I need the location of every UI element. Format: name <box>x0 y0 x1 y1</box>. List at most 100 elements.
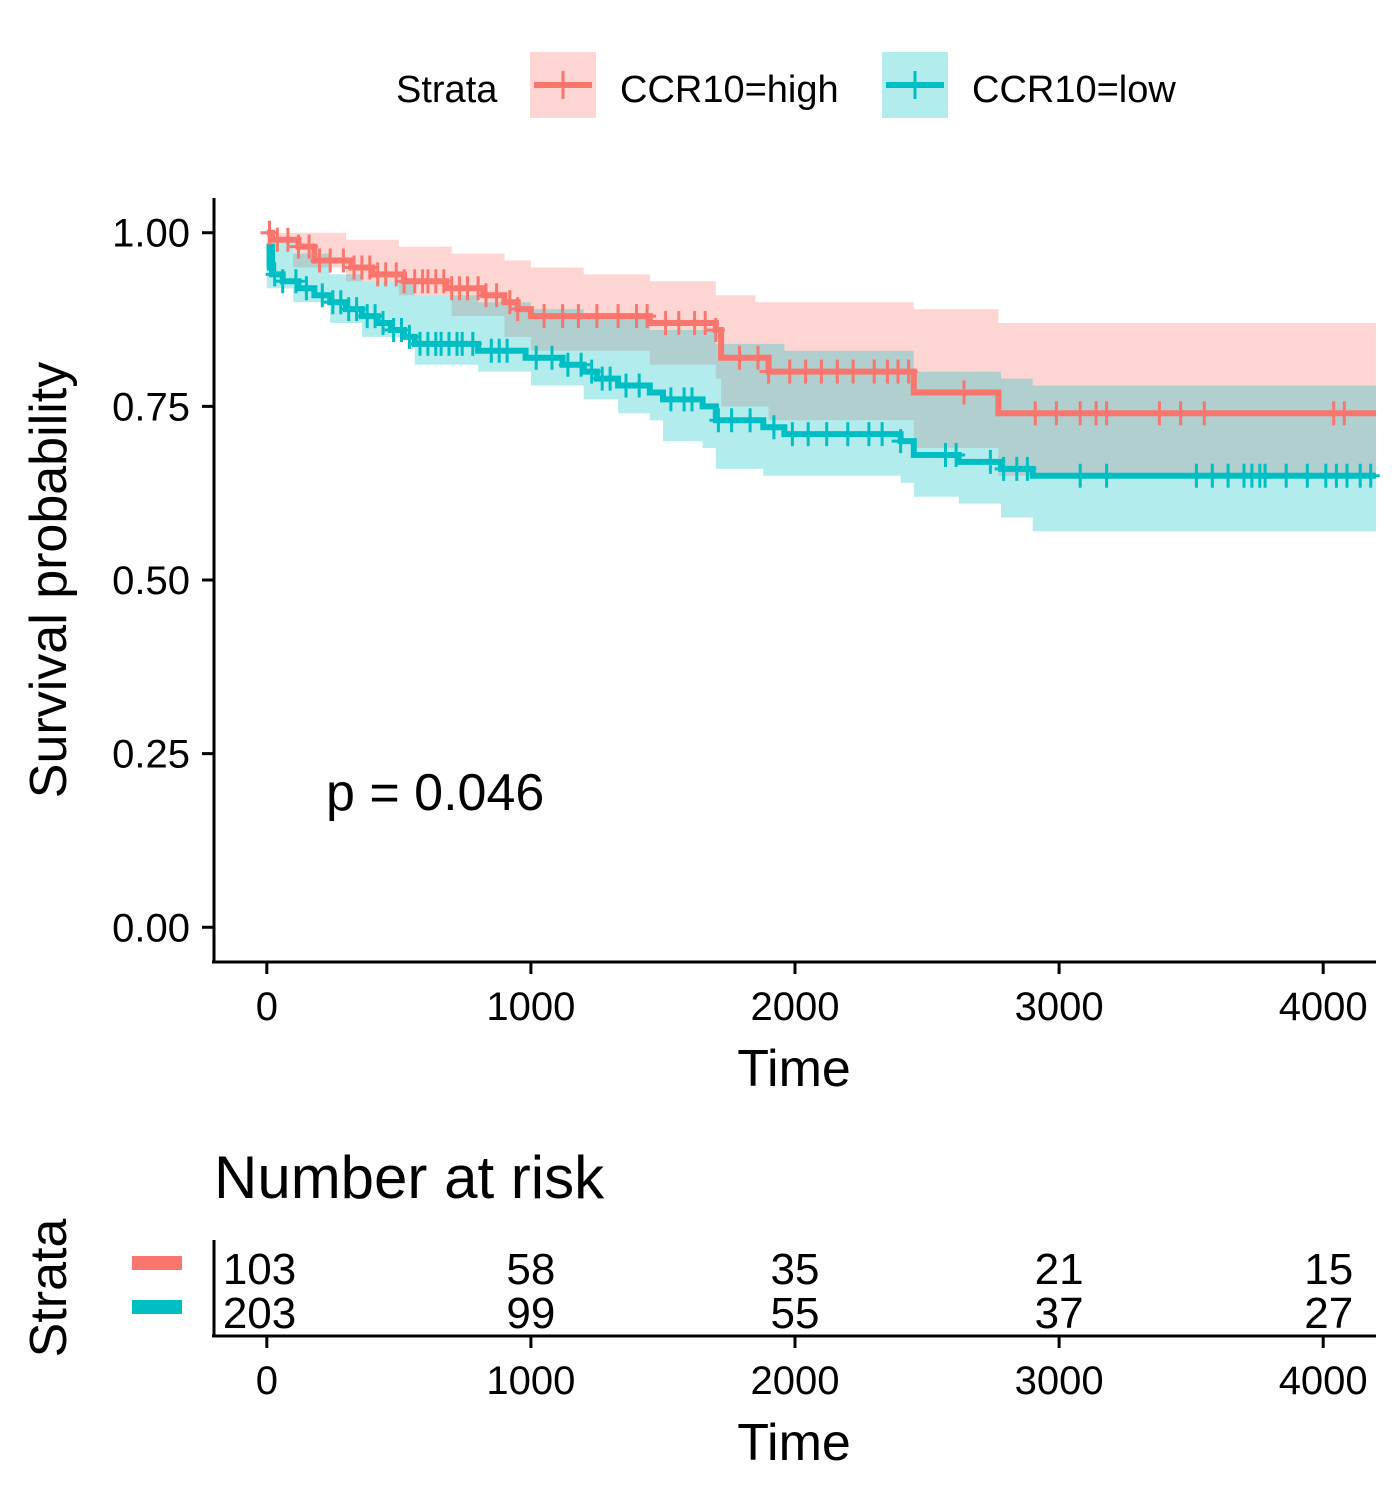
censor-mark-low <box>286 269 305 294</box>
censor-mark-high <box>796 359 815 384</box>
risk-x-axis-ticks: 0 1000 2000 3000 4000 <box>256 1336 1368 1403</box>
censor-mark-high <box>278 227 297 252</box>
survival-plot: 0.00 0.25 0.50 0.75 1.00 0 1000 2000 3000 4000 S… <box>20 198 1380 1098</box>
censor-mark-low <box>313 283 332 308</box>
legend-items: CCR10=high CCR10=low <box>530 52 1176 118</box>
risk-strata-key <box>132 1256 182 1270</box>
censor-mark-low <box>981 449 1000 474</box>
censor-mark-high <box>609 304 628 329</box>
risk-number: 55 <box>771 1289 820 1338</box>
risk-table-title: Number at risk <box>214 1144 605 1211</box>
censor-mark-high <box>828 359 847 384</box>
censor-mark-low <box>799 422 818 447</box>
x-tick-label: 3000 <box>1015 1359 1104 1403</box>
censor-mark-low <box>891 429 910 454</box>
risk-number: 99 <box>506 1289 555 1338</box>
risk-number: 35 <box>771 1245 820 1294</box>
censor-mark-high <box>300 234 319 259</box>
x-tick-label: 4000 <box>1279 1359 1368 1403</box>
risk-number: 37 <box>1035 1289 1084 1338</box>
censor-mark-high <box>1335 401 1354 426</box>
risk-number: 21 <box>1035 1245 1084 1294</box>
x-tick-label: 0 <box>256 1359 278 1403</box>
x-tick-label: 3000 <box>1015 985 1104 1029</box>
y-axis-ticks: 0.00 0.25 0.50 0.75 1.00 <box>112 212 214 950</box>
censor-mark-low <box>1071 463 1090 488</box>
censor-mark-high <box>730 345 749 370</box>
censor-mark-high <box>1150 401 1169 426</box>
risk-strata-keys <box>132 1256 182 1314</box>
p-value-annotation: p = 0.046 <box>326 764 544 822</box>
censor-mark-high <box>844 359 863 384</box>
censor-mark-high <box>553 304 572 329</box>
censor-mark-low <box>1277 463 1296 488</box>
legend: Strata CCR10=high CCR10=low <box>396 52 1176 118</box>
risk-numbers: 103 58 35 21 15 203 99 55 37 27 <box>223 1245 1353 1338</box>
x-axis-title: Time <box>737 1040 851 1098</box>
y-tick-label: 0.25 <box>112 733 190 777</box>
censor-mark-low <box>1203 463 1222 488</box>
censor-mark-low <box>947 443 966 467</box>
censor-mark-low <box>527 345 546 370</box>
censor-mark-low <box>783 422 802 447</box>
censor-mark-low <box>297 276 316 301</box>
censor-mark-low <box>683 387 701 412</box>
censor-mark-high <box>1195 401 1214 426</box>
censor-marks <box>260 220 1380 488</box>
censor-mark-low <box>498 338 517 363</box>
censor-mark-high <box>1171 401 1190 426</box>
y-tick-label: 0.75 <box>112 385 190 429</box>
censor-mark-high <box>812 359 831 384</box>
x-axis-ticks: 0 1000 2000 3000 4000 <box>256 962 1368 1029</box>
censor-mark-low <box>722 408 741 433</box>
censor-mark-high <box>706 318 725 342</box>
censor-mark-low <box>572 352 591 377</box>
censor-mark-low <box>543 345 561 370</box>
x-tick-label: 4000 <box>1279 985 1368 1029</box>
censor-mark-high <box>955 380 973 405</box>
censor-mark-high <box>638 304 657 329</box>
censor-mark-low <box>1256 463 1275 488</box>
censor-mark-high <box>1097 401 1116 426</box>
legend-title: Strata <box>396 69 498 111</box>
censor-mark-high <box>487 283 506 308</box>
risk-strata-key <box>132 1300 182 1314</box>
censor-mark-low <box>873 422 892 447</box>
legend-label: CCR10=high <box>620 69 839 111</box>
censor-mark-low <box>1187 463 1206 488</box>
censor-mark-low <box>630 373 649 398</box>
censor-mark-high <box>1047 401 1066 426</box>
y-tick-label: 1.00 <box>112 212 190 256</box>
censor-mark-high <box>1026 401 1045 426</box>
y-tick-label: 0.00 <box>112 906 190 950</box>
censor-mark-high <box>759 359 778 384</box>
y-tick-label: 0.50 <box>112 559 190 603</box>
censor-mark-low <box>838 422 857 447</box>
censor-mark-high <box>569 304 588 329</box>
risk-number: 27 <box>1304 1289 1353 1338</box>
risk-number: 58 <box>506 1245 555 1294</box>
censor-mark-low <box>463 331 482 356</box>
risk-table-y-title: Strata <box>20 1219 78 1358</box>
x-tick-label: 2000 <box>751 1359 840 1403</box>
censor-mark-low <box>347 297 366 322</box>
x-tick-label: 1000 <box>486 985 575 1029</box>
censor-mark-low <box>764 415 783 440</box>
risk-x-axis-title: Time <box>737 1414 851 1472</box>
censor-mark-low <box>817 422 836 447</box>
legend-label: CCR10=low <box>972 69 1176 111</box>
censor-mark-high <box>1071 401 1090 426</box>
risk-number: 15 <box>1304 1245 1353 1294</box>
censor-mark-low <box>1018 456 1037 481</box>
x-tick-label: 2000 <box>751 985 840 1029</box>
censor-mark-low <box>1298 463 1317 488</box>
censor-mark-high <box>780 359 799 384</box>
censor-mark-high <box>587 304 606 329</box>
censor-mark-high <box>669 311 688 335</box>
censor-mark-high <box>899 359 918 384</box>
risk-number: 103 <box>223 1245 296 1294</box>
censor-mark-low <box>601 366 620 391</box>
censor-mark-low <box>582 359 601 384</box>
censor-mark-low <box>1219 463 1238 488</box>
